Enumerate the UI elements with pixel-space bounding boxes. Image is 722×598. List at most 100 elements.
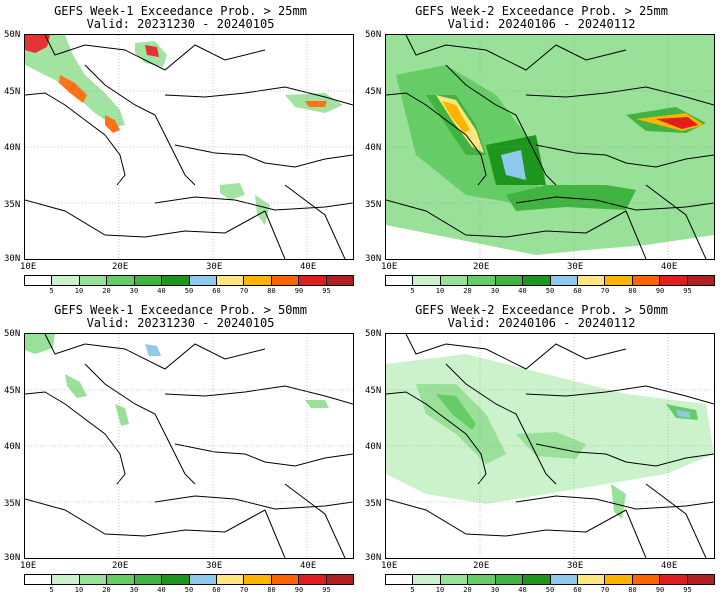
lon-label: 30E (567, 561, 584, 571)
colorbar-swatch (107, 575, 135, 584)
colorbar-label: 40 (157, 586, 166, 594)
colorbar-swatch (468, 276, 496, 285)
colorbar (385, 275, 715, 286)
lat-label: 40N (4, 442, 21, 452)
lat-label: 50N (4, 329, 21, 339)
colorbar-label: 80 (628, 586, 637, 594)
colorbar-swatch (326, 276, 354, 285)
colorbar-label: 10 (74, 287, 84, 295)
colorbar-label: 5 (49, 287, 54, 295)
colorbar-swatch (495, 575, 524, 584)
lon-label: 20E (473, 561, 490, 571)
colorbar-label: 30 (490, 586, 500, 594)
colorbar-label: 95 (322, 586, 331, 594)
lat-label: 45N (4, 87, 21, 97)
colorbar-swatch (605, 276, 633, 285)
colorbar-swatch (189, 575, 217, 584)
map-panel-week2-25mm: GEFS Week-2 Exceedance Prob. > 25mm Vali… (361, 0, 722, 299)
colorbar-label: 5 (49, 586, 54, 594)
colorbar-swatch (660, 575, 688, 584)
lat-label: 45N (4, 386, 21, 396)
colorbar-label: 80 (267, 287, 276, 295)
lat-label: 30N (365, 553, 382, 563)
colorbar-swatch (79, 276, 108, 285)
lat-label: 35N (4, 200, 21, 210)
colorbar-swatch (386, 575, 414, 584)
colorbar-swatch (107, 276, 135, 285)
colorbar-label: 60 (573, 287, 582, 295)
panel-valid-dates: Valid: 20240106 - 20240112 (447, 17, 636, 31)
colorbar-swatch (440, 276, 469, 285)
colorbar-label: 40 (157, 287, 166, 295)
lat-label: 30N (4, 254, 21, 264)
panel-title: GEFS Week-2 Exceedance Prob. > 25mm (415, 4, 668, 18)
probability-map (385, 333, 715, 559)
colorbar-label: 60 (573, 586, 582, 594)
colorbar-label: 70 (600, 586, 610, 594)
probability-map (24, 333, 354, 559)
lat-label: 40N (365, 442, 382, 452)
colorbar-swatch (468, 575, 496, 584)
lat-label: 30N (4, 553, 21, 563)
colorbar-swatch (162, 575, 190, 584)
colorbar-swatch (550, 575, 578, 584)
lat-label: 35N (4, 499, 21, 509)
panel-valid-dates: Valid: 20240106 - 20240112 (447, 316, 636, 330)
colorbar-label: 50 (545, 287, 555, 295)
lat-label: 35N (365, 499, 382, 509)
colorbar-label: 20 (102, 586, 111, 594)
colorbar-swatch (550, 276, 578, 285)
colorbar-swatch (134, 276, 163, 285)
colorbar-label: 30 (129, 586, 139, 594)
colorbar-swatch (632, 276, 661, 285)
colorbar-label: 70 (239, 586, 249, 594)
colorbar-swatch (632, 575, 661, 584)
colorbar-label: 50 (184, 586, 194, 594)
lat-label: 45N (365, 87, 382, 97)
colorbar-label: 10 (74, 586, 84, 594)
colorbar-swatch (577, 575, 606, 584)
colorbar-swatch (660, 276, 688, 285)
panel-title: GEFS Week-1 Exceedance Prob. > 25mm (54, 4, 307, 18)
map-graphic (386, 334, 714, 558)
colorbar-label: 90 (655, 586, 665, 594)
lon-label: 30E (567, 262, 584, 272)
colorbar-label: 70 (600, 287, 610, 295)
colorbar-label: 20 (463, 287, 472, 295)
lat-label: 50N (365, 329, 382, 339)
panel-valid-dates: Valid: 20231230 - 20240105 (86, 17, 275, 31)
colorbar-swatch (162, 276, 190, 285)
colorbar-swatch (299, 575, 327, 584)
colorbar-label: 5 (410, 287, 415, 295)
probability-map (24, 34, 354, 260)
colorbar-swatch (244, 276, 272, 285)
colorbar-swatch (386, 276, 414, 285)
colorbar-swatch (605, 575, 633, 584)
lon-label: 40E (661, 262, 678, 272)
colorbar-label: 20 (102, 287, 111, 295)
lon-label: 10E (20, 561, 37, 571)
colorbar-swatch (326, 575, 354, 584)
lat-label: 45N (365, 386, 382, 396)
lon-label: 40E (661, 561, 678, 571)
lat-label: 40N (365, 143, 382, 153)
map-panel-week2-50mm: GEFS Week-2 Exceedance Prob. > 50mm Vali… (361, 299, 722, 598)
colorbar-swatch (413, 276, 441, 285)
colorbar-label: 95 (683, 287, 692, 295)
lon-label: 20E (112, 561, 129, 571)
colorbar-swatch (271, 276, 300, 285)
lon-label: 10E (381, 561, 398, 571)
lat-label: 40N (4, 143, 21, 153)
lat-label: 50N (4, 30, 21, 40)
panel-title: GEFS Week-2 Exceedance Prob. > 50mm (415, 303, 668, 317)
colorbar-swatch (216, 575, 245, 584)
lon-label: 10E (20, 262, 37, 272)
colorbar-label: 10 (435, 586, 445, 594)
panel-title: GEFS Week-1 Exceedance Prob. > 50mm (54, 303, 307, 317)
colorbar-swatch (299, 276, 327, 285)
colorbar-swatch (52, 276, 80, 285)
lat-label: 35N (365, 200, 382, 210)
panel-valid-dates: Valid: 20231230 - 20240105 (86, 316, 275, 330)
colorbar-swatch (25, 276, 53, 285)
colorbar-label: 40 (518, 287, 527, 295)
